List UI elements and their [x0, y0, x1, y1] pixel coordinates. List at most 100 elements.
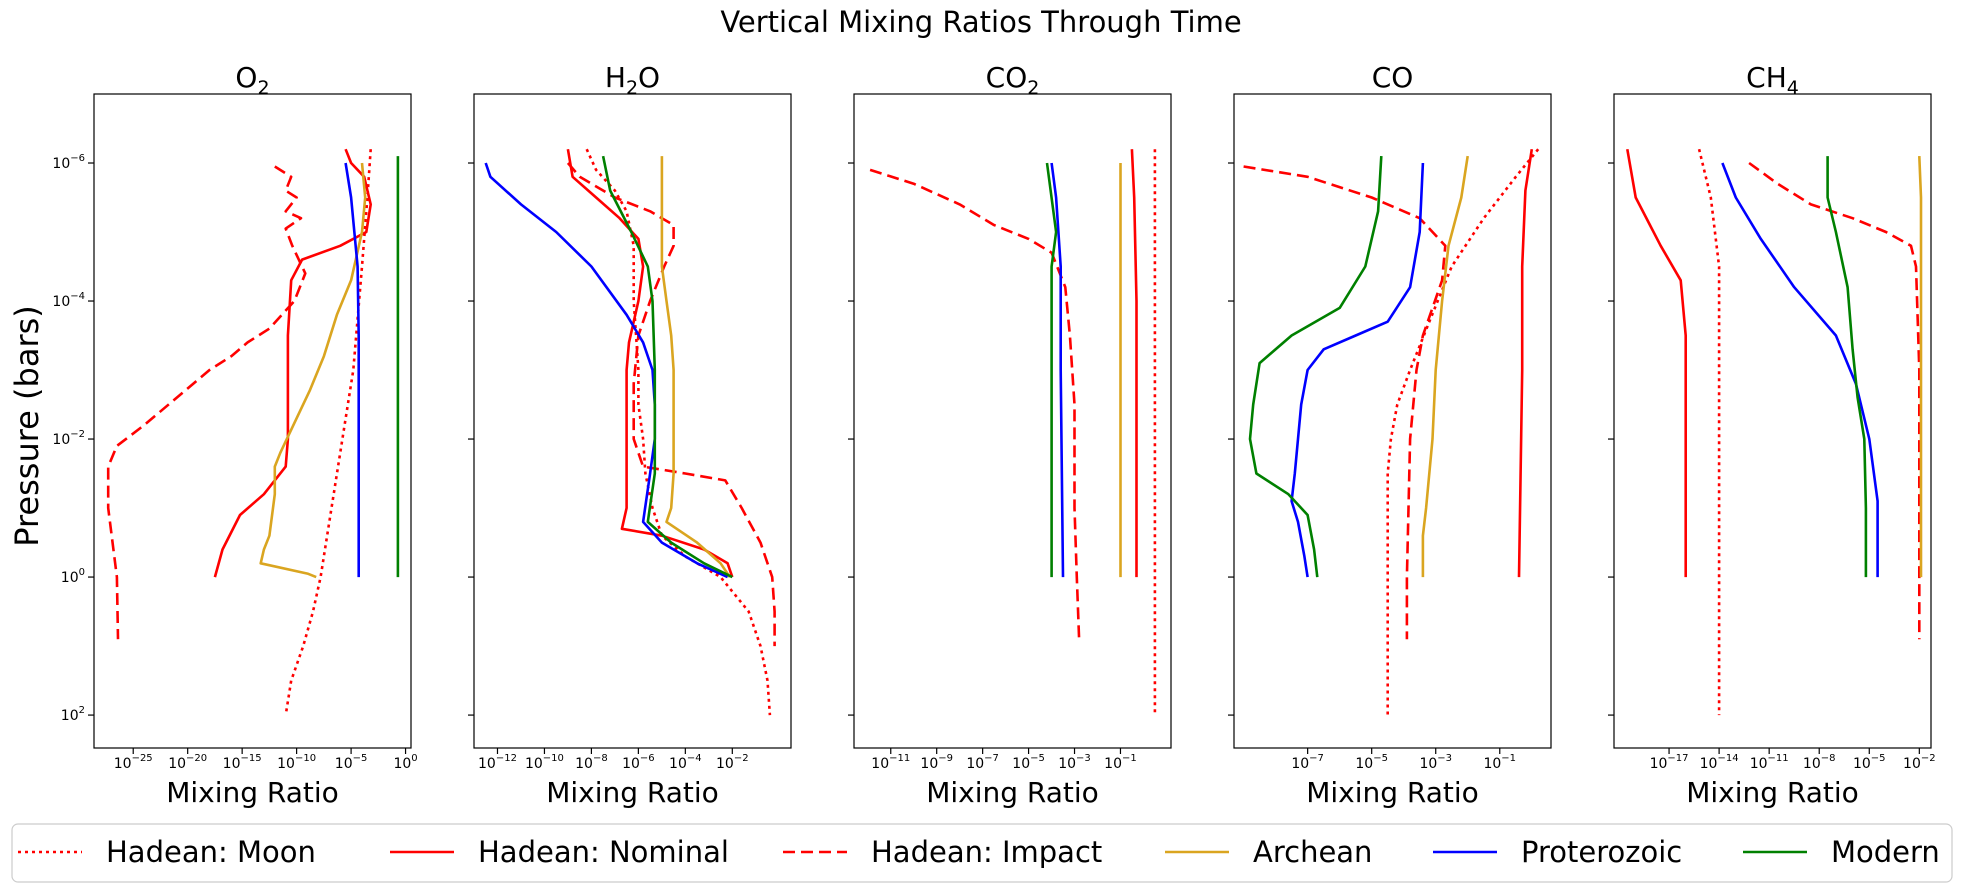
x-tick-label: 10−7	[1291, 753, 1324, 772]
line-ch4-hadean_impact	[1748, 161, 1921, 640]
x-tick-label-base: 10	[1853, 756, 1871, 772]
x-tick-label-base: 10	[1750, 756, 1768, 772]
series-group-ch4	[1626, 148, 1923, 716]
line-o2-proterozoic	[344, 162, 360, 578]
x-tick-label-base: 10	[1650, 756, 1668, 772]
line-h2o-archean	[660, 156, 731, 578]
panel-title-o2: O2	[235, 61, 269, 99]
panel-title-main: CO	[1372, 61, 1414, 94]
legend-entry-hadean_impact: Hadean: Impact	[783, 835, 1102, 869]
x-tick-label-base: 10	[716, 756, 734, 772]
x-tick-label-base: 10	[1700, 756, 1718, 772]
x-tick-label-base: 10	[1058, 756, 1076, 772]
y-axis-label: Pressure (bars)	[8, 305, 46, 547]
x-tick-label-base: 10	[168, 756, 186, 772]
x-tick-label-exponent: −12	[496, 753, 517, 764]
y-tick-label-base: 10	[52, 432, 70, 448]
series-group-co	[1243, 148, 1540, 716]
x-tick-label: 10−11	[1750, 753, 1789, 772]
x-tick-label: 10−17	[1650, 753, 1689, 772]
y-tick-label: 10−6	[52, 153, 85, 172]
legend-label-proterozoic: Proterozoic	[1521, 835, 1682, 869]
y-tick-label: 10−4	[52, 291, 85, 310]
x-tick-label-exponent: −7	[984, 753, 999, 764]
x-tick-label: 10−25	[114, 753, 153, 772]
x-tick-label: 10−15	[223, 753, 262, 772]
panel-title-main: CO	[986, 61, 1028, 94]
x-tick-label: 10−5	[1012, 753, 1045, 772]
x-tick-label: 10−1	[1104, 753, 1137, 772]
panel-title-subscript: 2	[626, 77, 638, 99]
legend: Hadean: Moon Hadean: Nominal Hadean: Impac…	[11, 823, 1953, 883]
x-tick-label: 10−10	[525, 753, 564, 772]
x-axis-label-co: Mixing Ratio	[1306, 776, 1479, 809]
x-tick-label-exponent: −17	[1667, 753, 1688, 764]
line-co2-proterozoic	[1050, 162, 1065, 578]
x-tick-label: 10−12	[478, 753, 517, 772]
y-tick-label-exponent: 2	[79, 705, 85, 716]
x-axis-label-co2: Mixing Ratio	[926, 776, 1099, 809]
x-tick-label-base: 10	[622, 756, 640, 772]
panel-title-subscript: 2	[1027, 77, 1039, 99]
x-tick-label: 10−4	[669, 753, 702, 772]
line-co-modern	[1248, 156, 1383, 578]
series-group-co2	[869, 149, 1157, 716]
legend-entry-hadean_nominal: Hadean: Nominal	[390, 835, 729, 869]
x-tick-label: 10−6	[622, 753, 655, 772]
panel-title-subscript: 2	[257, 77, 269, 99]
legend-frame	[11, 823, 1953, 883]
axes-frame-ch4	[1613, 93, 1932, 749]
axes-frame-co	[1233, 93, 1552, 749]
panel-title-suffix: O	[638, 61, 660, 94]
x-tick-label-base: 10	[1012, 756, 1030, 772]
x-tick-label-exponent: −8	[1821, 753, 1836, 764]
x-tick-label-base: 10	[114, 756, 132, 772]
panel-title-h2o: H2O	[605, 61, 660, 99]
y-tick-label: 100	[61, 567, 85, 586]
x-tick-label-base: 10	[1803, 756, 1821, 772]
y-tick-label-base: 10	[61, 708, 79, 724]
line-co-hadean_impact	[1243, 165, 1447, 640]
x-tick-label-exponent: −20	[186, 753, 207, 764]
line-co-archean	[1421, 155, 1469, 578]
x-tick-label-exponent: −10	[295, 753, 316, 764]
x-tick-label: 10−5	[1355, 753, 1388, 772]
x-tick-label-exponent: −10	[543, 753, 564, 764]
x-tick-label: 10−14	[1700, 753, 1739, 772]
legend-label-hadean_nominal: Hadean: Nominal	[478, 835, 729, 869]
x-tick-label: 10−10	[277, 753, 316, 772]
x-tick-label: 10−2	[716, 753, 749, 772]
y-tick-label-base: 10	[61, 570, 79, 586]
x-tick-label-base: 10	[966, 756, 984, 772]
y-tick-label-base: 10	[52, 294, 70, 310]
x-tick-label-base: 10	[223, 756, 241, 772]
x-tick-label: 10−8	[1803, 753, 1836, 772]
x-tick-label: 10−20	[168, 753, 207, 772]
x-tick-label-base: 10	[871, 756, 889, 772]
x-tick-label-exponent: −8	[593, 753, 608, 764]
x-tick-label-exponent: −7	[1309, 753, 1324, 764]
x-tick-label: 10−8	[575, 753, 608, 772]
x-tick-label-exponent: −5	[1030, 753, 1045, 764]
x-tick-label-base: 10	[1104, 756, 1122, 772]
x-tick-label-base: 10	[277, 756, 295, 772]
x-tick-label-exponent: −2	[734, 753, 749, 764]
x-tick-label: 10−5	[1853, 753, 1886, 772]
x-tick-label-base: 10	[478, 756, 496, 772]
x-axis-label-h2o: Mixing Ratio	[546, 776, 719, 809]
x-tick-label: 10−5	[335, 753, 368, 772]
line-ch4-modern	[1826, 156, 1868, 578]
panel-title-main: O	[235, 61, 257, 94]
x-tick-label: 10−3	[1419, 753, 1452, 772]
x-tick-label-base: 10	[1903, 756, 1921, 772]
x-tick-label: 10−9	[920, 753, 953, 772]
x-tick-label-exponent: 0	[411, 753, 417, 764]
x-tick-label-exponent: −14	[1717, 753, 1738, 764]
series-group-h2o	[484, 148, 776, 716]
x-tick-label-exponent: −3	[1437, 753, 1452, 764]
panel-title-ch4: CH4	[1746, 61, 1799, 99]
